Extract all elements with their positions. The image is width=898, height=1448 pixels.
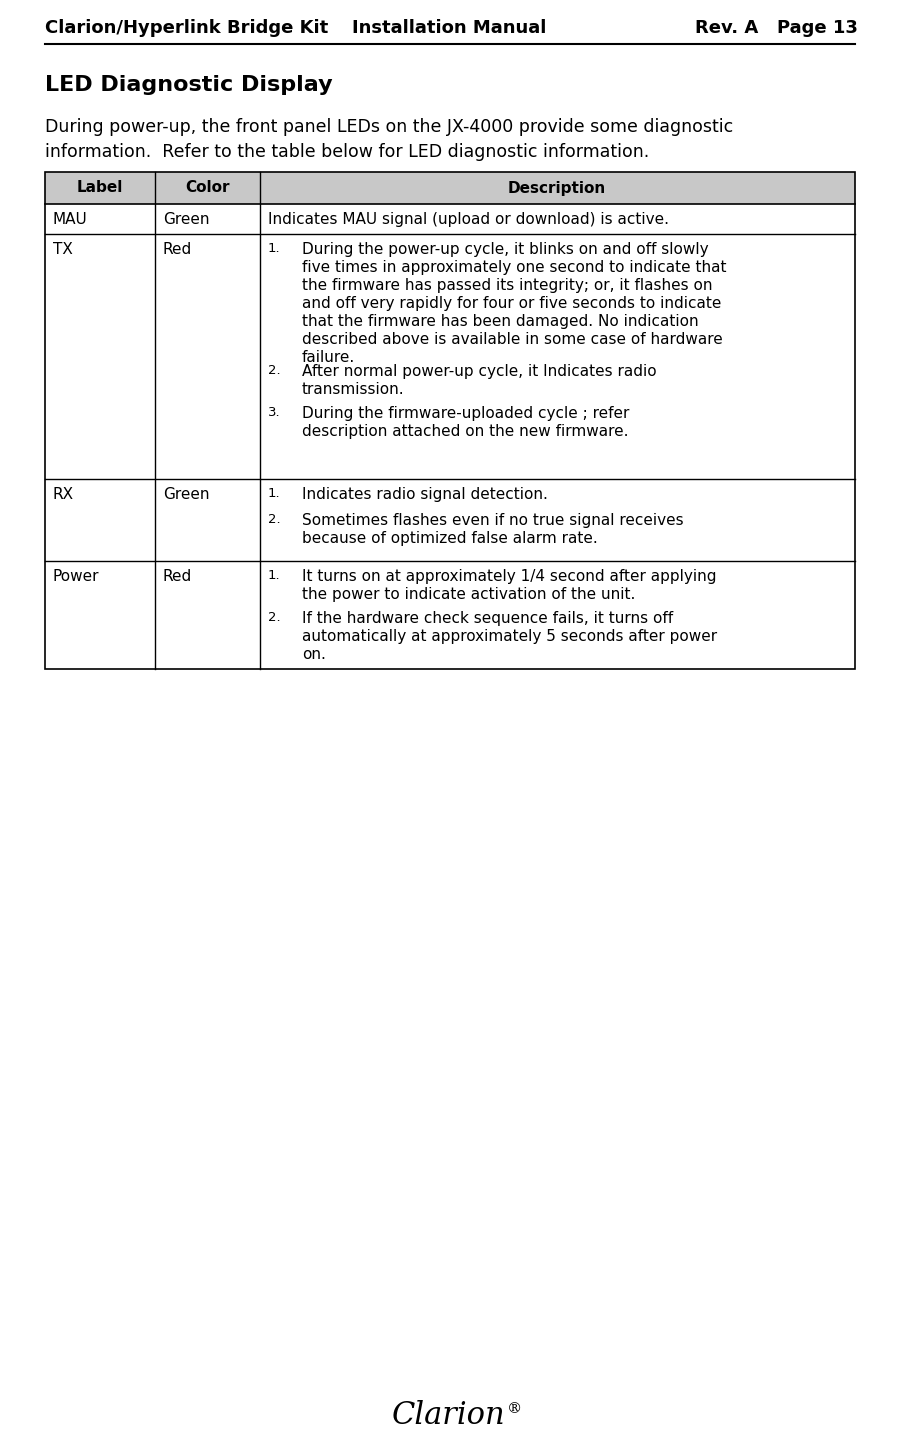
Text: information.  Refer to the table below for LED diagnostic information.: information. Refer to the table below fo… (45, 143, 649, 161)
Text: ®: ® (507, 1402, 523, 1416)
Text: Red: Red (163, 242, 192, 256)
Text: Description: Description (508, 181, 606, 195)
Text: MAU: MAU (53, 211, 88, 227)
Text: Green: Green (163, 487, 209, 502)
Text: Power: Power (53, 569, 100, 584)
Text: If the hardware check sequence fails, it turns off
automatically at approximatel: If the hardware check sequence fails, it… (302, 611, 718, 662)
Text: During power-up, the front panel LEDs on the JX-4000 provide some diagnostic: During power-up, the front panel LEDs on… (45, 117, 734, 136)
Bar (45, 172, 855, 204)
Text: 3.: 3. (268, 405, 280, 418)
Text: It turns on at approximately 1/4 second after applying
the power to indicate act: It turns on at approximately 1/4 second … (302, 569, 717, 602)
Text: Red: Red (163, 569, 192, 584)
Text: During the power-up cycle, it blinks on and off slowly
five times in approximate: During the power-up cycle, it blinks on … (302, 242, 726, 365)
Text: 2.: 2. (268, 513, 280, 526)
Text: 1.: 1. (268, 242, 280, 255)
Text: TX: TX (53, 242, 73, 256)
Text: 1.: 1. (268, 487, 280, 500)
Text: 1.: 1. (268, 569, 280, 582)
Text: Color: Color (185, 181, 229, 195)
Text: After normal power-up cycle, it Indicates radio
transmission.: After normal power-up cycle, it Indicate… (302, 363, 656, 397)
Text: Clarion/Hyperlink Bridge Kit: Clarion/Hyperlink Bridge Kit (45, 19, 329, 38)
Text: Green: Green (163, 211, 209, 227)
Text: Indicates MAU signal (upload or download) is active.: Indicates MAU signal (upload or download… (268, 211, 669, 227)
Bar (45, 172, 855, 669)
Text: LED Diagnostic Display: LED Diagnostic Display (45, 75, 332, 96)
Text: Label: Label (77, 181, 123, 195)
Text: Sometimes flashes even if no true signal receives
because of optimized false ala: Sometimes flashes even if no true signal… (302, 513, 683, 546)
Text: Installation Manual: Installation Manual (352, 19, 546, 38)
Text: Indicates radio signal detection.: Indicates radio signal detection. (302, 487, 548, 502)
Text: Clarion: Clarion (392, 1400, 506, 1431)
Text: 2.: 2. (268, 363, 280, 376)
Text: During the firmware-uploaded cycle ; refer
description attached on the new firmw: During the firmware-uploaded cycle ; ref… (302, 405, 629, 439)
Text: Rev. A   Page 13: Rev. A Page 13 (695, 19, 858, 38)
Text: RX: RX (53, 487, 75, 502)
Text: 2.: 2. (268, 611, 280, 624)
